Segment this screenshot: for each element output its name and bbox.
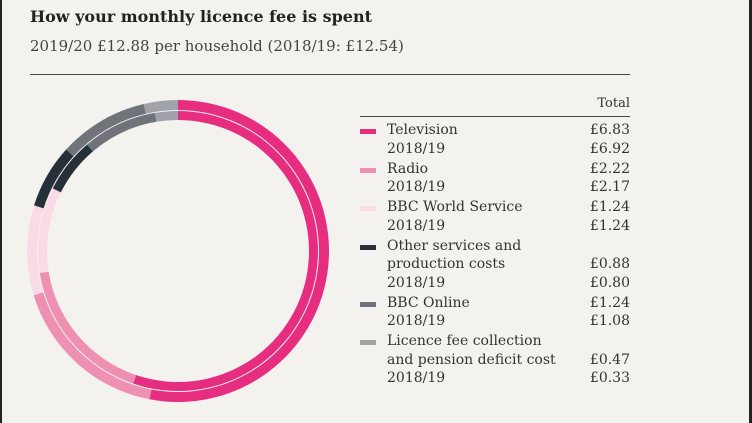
legend-value: £0.47 [589,351,630,368]
inner-ring-segment-5 [154,111,178,122]
prior-year-value: £0.33 [589,370,630,386]
prior-year-label: 2018/19 [387,179,446,195]
legend-swatch [360,206,376,211]
left-border [0,0,2,423]
legend-value: £1.24 [589,199,630,215]
legend-label: Other services and [387,237,522,254]
legend-label: BBC Online [387,294,470,311]
prior-year-value: £0.80 [589,274,630,291]
prior-year-label: 2018/19 [387,313,446,329]
legend-value: £1.24 [589,294,630,311]
prior-year-value: £2.17 [589,179,630,195]
legend-value: £6.83 [589,122,630,138]
prior-year-value: £6.92 [589,140,630,157]
outer-ring-segment-0 [149,100,330,402]
legend-label: BBC World Service [387,199,523,215]
prior-year-value: £1.24 [589,217,630,234]
inner-ring-segment-1 [39,271,137,384]
legend-label: Licence fee collection [387,333,542,349]
right-border [749,0,752,423]
legend-label: and pension deficit cost [387,351,556,368]
chart-subtitle: 2019/20 £12.88 per household (2018/19: £… [30,37,404,55]
legend-swatch [360,167,376,173]
legend-swatch [360,244,376,250]
inner-ring-segment-3 [52,144,93,193]
legend-item: Licence fee collection and pension defici… [360,332,630,388]
prior-year-label: 2018/19 [387,370,446,386]
prior-year-label: 2018/19 [387,140,446,157]
outer-ring-segment-1 [33,292,152,400]
legend-label: production costs [387,256,506,272]
prior-year-value: £1.08 [589,313,630,329]
inner-ring-segment-4 [87,112,157,152]
legend-item: Other services and production costs £0.88 2… [360,237,630,293]
legend-swatch [360,129,376,134]
divider [30,74,630,75]
legend-item: BBC Online £1.24 2018/19 £1.08 [360,294,630,331]
inner-ring-segment-2 [38,188,61,274]
legend-label: Radio [387,160,429,177]
legend-value: £2.22 [589,160,630,177]
legend-item: Television £6.83 2018/19 £6.92 [360,121,630,158]
chart-title: How your monthly licence fee is spent [30,7,373,26]
legend-item: Radio £2.22 2018/19 £2.17 [360,160,630,197]
legend-swatch [360,301,376,307]
legend-divider [360,116,630,117]
total-column-header: Total [597,96,630,111]
prior-year-label: 2018/19 [387,274,446,291]
legend-label: Television [387,122,458,138]
outer-ring-segment-3 [34,149,74,209]
legend-item: BBC World Service £1.24 2018/19 £1.24 [360,198,630,235]
outer-ring-segment-2 [27,205,44,296]
prior-year-label: 2018/19 [387,217,446,234]
outer-ring-segment-5 [143,100,178,114]
legend-value: £0.88 [589,256,630,272]
legend-swatch [360,340,376,345]
outer-ring-segment-4 [66,103,146,157]
